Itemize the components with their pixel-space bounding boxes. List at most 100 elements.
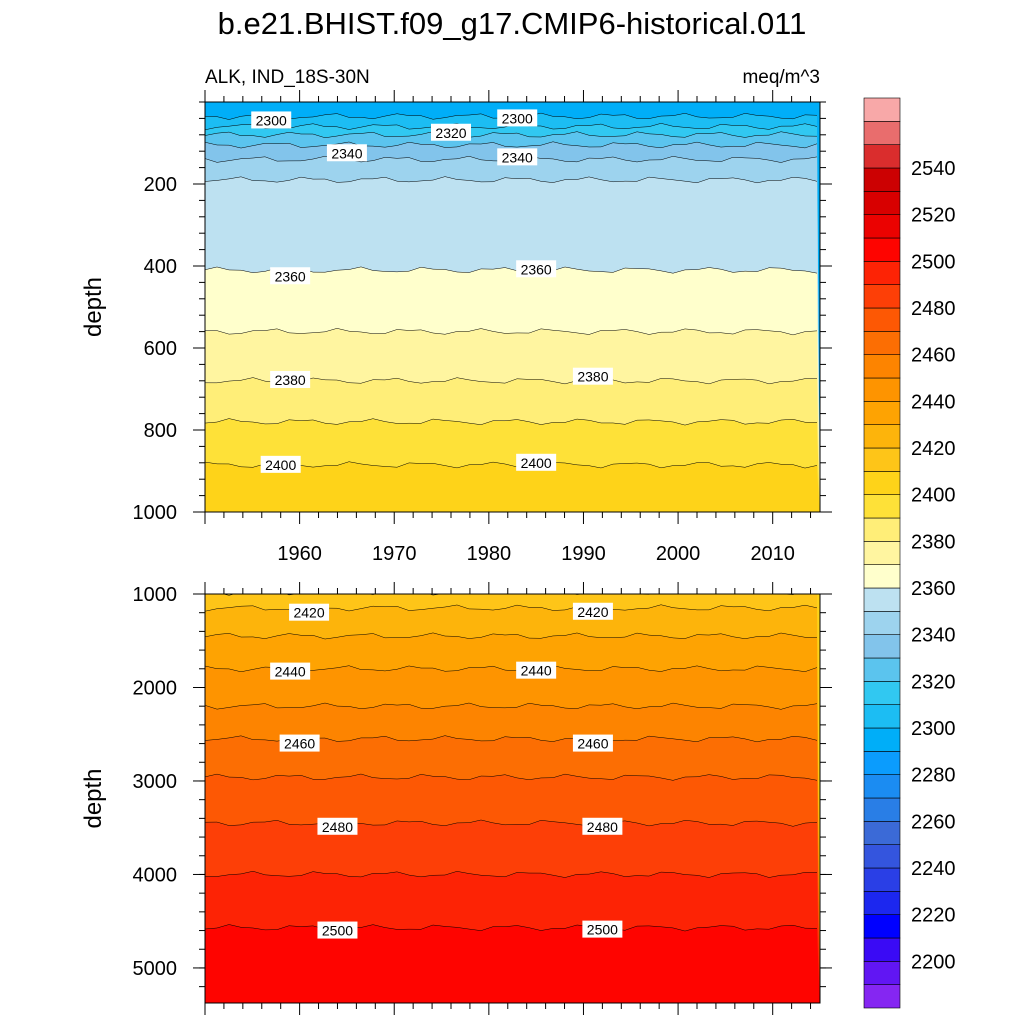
y-tick-label: 400 (144, 256, 177, 278)
contour-line (205, 632, 818, 640)
colorbar-box (863, 377, 901, 402)
colorbar-box (863, 727, 901, 752)
colorbar-label: 2480 (911, 298, 956, 320)
y-tick-label: 2000 (133, 677, 178, 699)
colorbar-box (863, 237, 901, 262)
y-tick-label: 4000 (133, 864, 178, 886)
colorbar-label: 2360 (911, 578, 956, 600)
contour-label-bg (431, 123, 471, 141)
colorbar-label: 2500 (911, 251, 956, 273)
x-tick-label: 2000 (656, 543, 701, 565)
colorbar-label: 2520 (911, 205, 956, 227)
contour-fills: 2420 2420 2440 2440 2460 2460 2480 2480 2500 2500 (205, 594, 820, 1024)
colorbar-label: 2440 (911, 391, 956, 413)
contour-line (205, 131, 818, 139)
contour-label-bg (497, 148, 538, 166)
colorbar-box (863, 774, 901, 799)
colorbar-label: 2240 (911, 858, 956, 880)
variable-label: ALK, IND_18S-30N (205, 67, 370, 88)
panel-frame (204, 593, 821, 1004)
colorbar-box (863, 494, 901, 519)
contour-label: 2360 (275, 268, 306, 284)
colorbar-label: 2200 (911, 951, 956, 973)
colorbar-box (863, 191, 901, 215)
contour-label: 2500 (587, 922, 618, 938)
contour-label-bg (572, 602, 613, 620)
contour-line (205, 702, 818, 710)
colorbar-box (863, 984, 901, 1009)
colorbar-box (863, 587, 901, 612)
contour-label-bg (582, 817, 623, 835)
contour-label-bg (326, 144, 367, 162)
contour-line (205, 773, 818, 781)
units-label: meq/m^3 (742, 67, 820, 88)
contour-label-bg (582, 920, 623, 938)
contour-label: 2460 (284, 736, 315, 752)
colorbar-box (863, 797, 901, 822)
colorbar-box (863, 704, 901, 729)
contour-label-bg (516, 260, 557, 278)
colorbar-box (863, 471, 901, 495)
panel-frame (204, 101, 821, 513)
colorbar-box (863, 401, 901, 425)
y-tick-label: 1000 (133, 584, 178, 606)
colorbar-box (863, 611, 901, 635)
y-tick-label: 200 (144, 174, 177, 196)
y-axis-title: depth (80, 277, 107, 337)
colorbar-box (863, 541, 901, 565)
contour-label-bg (260, 455, 301, 473)
contour-label-bg (516, 453, 557, 471)
figure-title: b.e21.BHIST.f09_g17.CMIP6-historical.011 (218, 6, 807, 41)
contour-line (205, 176, 818, 184)
colorbar-label: 2220 (911, 905, 956, 927)
colorbar: 2200 2220 2240 2260 2280 2300 2320 2340 2360 2380… (863, 97, 956, 1009)
contour-label: 2360 (521, 261, 552, 277)
contour-label-bg (270, 267, 311, 285)
contour-label: 2420 (577, 604, 608, 620)
contour-band (205, 461, 820, 512)
contour-label: 2480 (322, 819, 353, 835)
colorbar-box (863, 121, 901, 145)
colorbar-label: 2380 (911, 531, 956, 553)
colorbar-box (863, 284, 901, 309)
y-tick-label: 1000 (133, 502, 178, 524)
colorbar-box (863, 937, 901, 962)
colorbar-box (863, 961, 901, 985)
contour-label: 2400 (521, 455, 552, 471)
contour-line (205, 924, 818, 932)
colorbar-box (863, 517, 901, 542)
colorbar-box (863, 867, 901, 892)
contour-label: 2320 (435, 125, 466, 141)
x-tick-label: 1960 (277, 543, 322, 565)
colorbar-box (863, 214, 901, 239)
x-tick-label: 1980 (467, 543, 512, 565)
colorbar-label: 2280 (911, 765, 956, 787)
y-tick-label: 600 (144, 338, 177, 360)
colorbar-box (863, 751, 901, 775)
colorbar-label: 2320 (911, 671, 956, 693)
y-tick-label: 3000 (133, 771, 178, 793)
colorbar-box (863, 307, 901, 332)
x-tick-label: 2010 (750, 543, 795, 565)
contour-label: 2380 (275, 372, 306, 388)
contour-label: 2380 (577, 369, 608, 385)
x-tick-label: 1990 (561, 543, 606, 565)
contour-band (205, 1013, 820, 1024)
colorbar-box (863, 681, 901, 705)
contour-label-bg (516, 661, 557, 679)
contour-label-bg (289, 603, 330, 621)
colorbar-box (863, 97, 901, 122)
contour-label: 2340 (331, 145, 362, 161)
colorbar-label: 2260 (911, 811, 956, 833)
colorbar-box (863, 914, 901, 939)
contour-line (205, 529, 817, 535)
contour-band (205, 924, 820, 1003)
colorbar-label: 2340 (911, 625, 956, 647)
contour-label-bg (279, 734, 320, 752)
upper-panel: 2300 2300 2320 2340 2340 2360 2360 2380 2380 2400… (80, 90, 832, 565)
colorbar-box (863, 424, 901, 449)
colorbar-box (863, 354, 901, 379)
contour-label: 2500 (322, 923, 353, 939)
contour-label: 2340 (502, 149, 533, 165)
